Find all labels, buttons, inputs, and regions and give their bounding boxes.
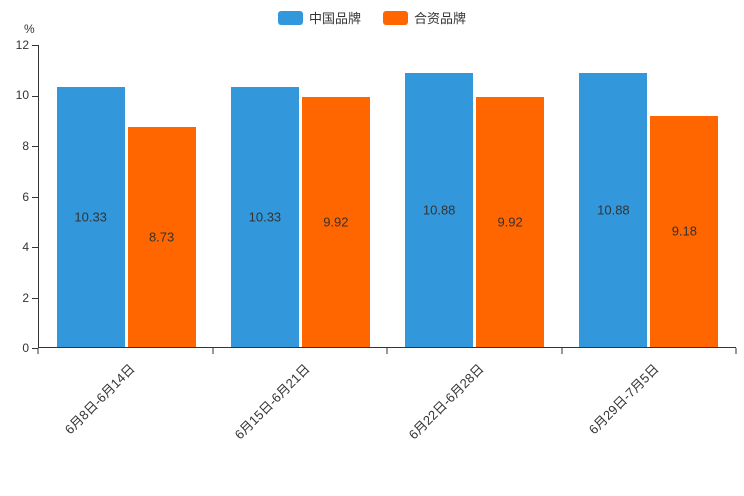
x-axis-tick bbox=[37, 348, 39, 354]
bar-group: 10.88 9.18 bbox=[562, 45, 736, 347]
x-axis-category-label: 6月29日-7月5日 bbox=[585, 361, 662, 438]
bar-合资品牌: 9.92 bbox=[301, 97, 370, 347]
y-axis-tick-label: 2 bbox=[22, 290, 29, 305]
bar-中国品牌: 10.33 bbox=[56, 87, 125, 347]
bar-group: 10.33 9.92 bbox=[213, 45, 387, 347]
plot-area: 10.33 8.73 10.33 9.92 10.88 9.92 10.88 9.18 bbox=[38, 45, 736, 348]
x-axis-tick bbox=[212, 348, 213, 354]
bar-value-label: 10.88 bbox=[422, 202, 456, 218]
y-axis-tick bbox=[32, 297, 38, 299]
y-axis-tick-label: 0 bbox=[22, 341, 29, 355]
legend-swatch bbox=[277, 10, 303, 25]
x-axis-category-label: 6月8日-6月14日 bbox=[61, 361, 138, 438]
y-axis-tick bbox=[32, 45, 38, 46]
legend-swatch bbox=[383, 10, 408, 25]
y-axis-tick bbox=[32, 95, 38, 97]
bar-合资品牌: 8.73 bbox=[127, 127, 196, 347]
y-axis-tick bbox=[32, 146, 38, 147]
y-axis-tick-label: 10 bbox=[15, 88, 29, 103]
legend-label: 合资品牌 bbox=[414, 11, 467, 26]
bar-value-label: 8.73 bbox=[148, 229, 175, 245]
bar-中国品牌: 10.88 bbox=[405, 73, 474, 347]
x-axis-category-label: 6月22日-6月28日 bbox=[405, 361, 487, 443]
bar-value-label: 9.18 bbox=[671, 223, 697, 239]
y-axis-tick-label: 4 bbox=[22, 239, 29, 254]
bar-value-label: 9.92 bbox=[323, 214, 349, 230]
y-axis-tick bbox=[32, 247, 38, 248]
legend-item-1[interactable]: 中国品牌 bbox=[277, 8, 361, 27]
bar-value-label: 10.33 bbox=[74, 209, 107, 225]
x-axis-tick bbox=[561, 348, 562, 354]
legend-item-2[interactable]: 合资品牌 bbox=[383, 8, 466, 27]
bar-合资品牌: 9.18 bbox=[650, 115, 719, 347]
y-axis-labels: 0 2 4 6 8 10 12 bbox=[0, 38, 32, 355]
y-axis-tick bbox=[32, 348, 38, 349]
y-axis-unit-label: % bbox=[24, 22, 35, 36]
y-axis-tick bbox=[32, 196, 38, 198]
x-axis-tick bbox=[735, 348, 737, 354]
bar-合资品牌: 9.92 bbox=[476, 97, 545, 347]
bar-中国品牌: 10.33 bbox=[230, 87, 299, 347]
y-axis-tick-label: 12 bbox=[15, 38, 29, 52]
bar-value-label: 10.88 bbox=[597, 202, 630, 218]
y-axis-tick-label: 8 bbox=[22, 138, 29, 153]
y-axis-tick-label: 6 bbox=[22, 189, 29, 204]
legend-label: 中国品牌 bbox=[308, 11, 361, 26]
bar-value-label: 9.92 bbox=[497, 214, 523, 230]
x-axis-tick bbox=[386, 348, 388, 354]
bar-group: 10.88 9.92 bbox=[388, 45, 562, 347]
legend: 中国品牌 合资品牌 bbox=[0, 8, 744, 27]
bar-group: 10.33 8.73 bbox=[39, 45, 213, 347]
x-axis-ticks bbox=[37, 348, 737, 354]
bar-value-label: 10.33 bbox=[248, 209, 282, 225]
bar-中国品牌: 10.88 bbox=[579, 73, 648, 347]
y-axis-ticks bbox=[32, 45, 38, 349]
x-axis-category-label: 6月15日-6月21日 bbox=[231, 361, 313, 443]
